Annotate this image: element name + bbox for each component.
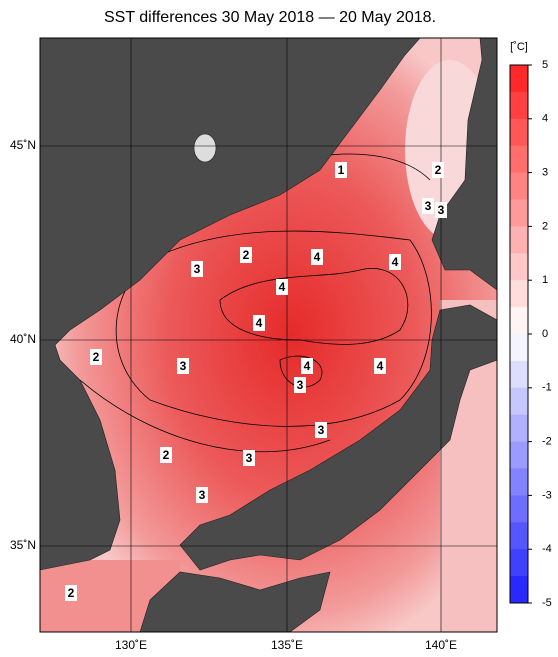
continent: [40, 38, 421, 571]
colorbar-tick-label: -4: [542, 543, 552, 555]
colorbar-band: [510, 334, 528, 362]
island: [193, 133, 217, 163]
contour-label-box: [243, 450, 255, 466]
colorbar-band: [510, 522, 528, 550]
contour-label-box: [65, 585, 77, 601]
contour-label: 3: [425, 199, 432, 213]
colorbar: 5 4 3 2 1 0 -1 -2 -3 -4 -5: [509, 59, 552, 609]
contour-label: 2: [435, 163, 442, 177]
lat-label: 45˚N: [10, 138, 36, 152]
colorbar-tick-label: 4: [542, 113, 548, 125]
contour-label-box: [196, 487, 208, 503]
contour-label-box: [253, 315, 265, 331]
contour-label: 3: [194, 262, 201, 276]
colorbar-tick-label: 3: [542, 167, 548, 179]
contour-label: 3: [180, 359, 187, 373]
colorbar-band: [510, 307, 528, 335]
graticule: [40, 38, 497, 632]
colorbar-tick-label: 5: [542, 59, 548, 71]
contour-label: 4: [304, 359, 311, 373]
colorbar-band: [510, 199, 528, 227]
colorbar-band: [510, 280, 528, 308]
map-title: SST differences 30 May 2018 — 20 May 201…: [104, 9, 436, 26]
colorbar-band: [510, 91, 528, 120]
contour-label: 3: [297, 378, 304, 392]
contour-label-box: [374, 358, 386, 374]
colorbar-band: [510, 226, 528, 254]
contour-label-box: [276, 279, 288, 295]
colorbar-tick-label: -2: [542, 436, 552, 448]
colorbar-tick-label: 0: [542, 328, 548, 340]
contour-label: 4: [392, 255, 399, 269]
lon-label: 130˚E: [115, 638, 147, 652]
contour-label: 4: [377, 359, 384, 373]
contour-label-box: [294, 377, 306, 393]
contour-label: 3: [438, 203, 445, 217]
contour-label-box: [315, 422, 327, 438]
colorbar-band: [510, 495, 528, 523]
colorbar-tick-label: 1: [542, 274, 548, 286]
colorbar-band: [510, 360, 528, 389]
contour-label-box: [422, 198, 434, 214]
contour-label: 2: [163, 448, 170, 462]
contour-label-box: [432, 162, 444, 178]
lon-label: 140˚E: [425, 638, 457, 652]
colorbar-tick-label: 2: [542, 220, 548, 232]
kyushu-shikoku: [139, 571, 331, 632]
map-frame: [39, 37, 498, 633]
colorbar-tick-label: -5: [542, 597, 552, 609]
contour-label: 3: [318, 423, 325, 437]
colorbar-band: [510, 576, 528, 604]
contour-label-box: [160, 447, 172, 463]
lat-label: 35˚N: [10, 538, 36, 552]
contour-label: 2: [243, 248, 250, 262]
colorbar-band: [510, 118, 528, 147]
colorbar-band: [510, 145, 528, 174]
colorbar-tick-label: -1: [542, 382, 552, 394]
contour-label: 1: [338, 163, 345, 177]
colorbar-band: [510, 468, 528, 496]
colorbar-unit: [˚C]: [510, 41, 528, 53]
colorbar-band: [510, 549, 528, 577]
hokkaido: [431, 38, 497, 291]
contour-label-box: [240, 247, 252, 263]
contour-label: 2: [93, 350, 100, 364]
colorbar-band: [510, 441, 528, 469]
contour-label: 2: [68, 586, 75, 600]
contour-label: 4: [314, 250, 321, 264]
contour-label-box: [177, 358, 189, 374]
contour-label-box: [191, 261, 203, 277]
contour-label-box: [389, 254, 401, 270]
contour-label-box: [311, 249, 323, 265]
contour-label: 3: [199, 488, 206, 502]
contour-label: 3: [246, 451, 253, 465]
lon-label: 135˚E: [271, 638, 303, 652]
colorbar-band: [510, 414, 528, 443]
lat-label: 40˚N: [10, 332, 36, 346]
contour-label-box: [301, 358, 313, 374]
contour-label: 4: [256, 316, 263, 330]
colorbar-band: [510, 387, 528, 416]
contour-label: 4: [279, 280, 286, 294]
contour-label-box: [435, 202, 447, 218]
contour-label-box: [335, 162, 347, 178]
land: [40, 38, 497, 632]
colorbar-tick-label: -3: [542, 489, 552, 501]
colorbar-band: [510, 172, 528, 200]
honshu: [179, 304, 497, 571]
colorbar-band: [510, 253, 528, 281]
colorbar-band: [510, 65, 528, 93]
contour-label-box: [90, 349, 102, 365]
